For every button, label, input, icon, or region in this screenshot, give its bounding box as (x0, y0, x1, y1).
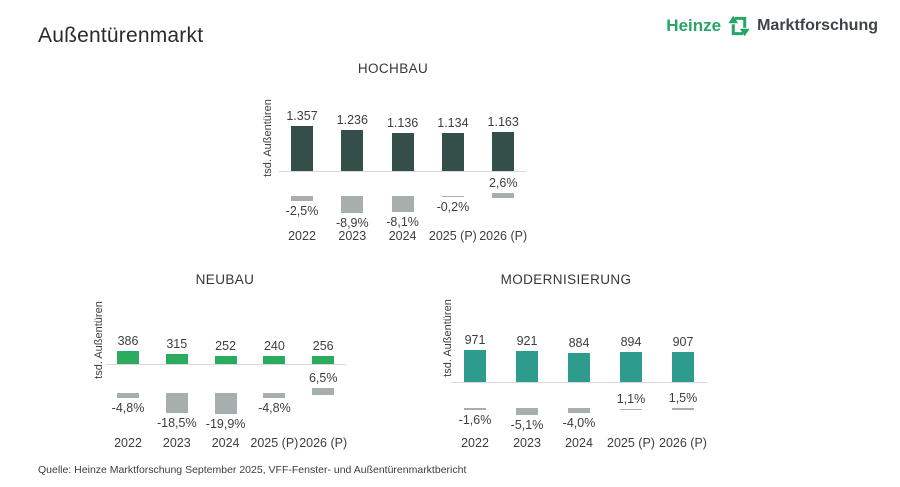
value-label: 252 (215, 338, 237, 353)
change-label: -1,6% (458, 413, 492, 428)
logo-brand-text: Heinze (666, 16, 722, 35)
value-bar (312, 355, 335, 364)
chart-modernisierung: MODERNISIERUNG tsd. Außentüren 971 -1,6% 202… (430, 268, 722, 468)
value-bar (516, 351, 538, 382)
change-label: -8,9% (335, 216, 369, 231)
heinze-logo: Heinze Marktforschung (666, 12, 878, 40)
year-label: 2022 (114, 436, 142, 450)
change-bar (291, 196, 313, 201)
x-axis-line (451, 382, 707, 383)
change-bar (672, 407, 694, 410)
value-label: 315 (166, 336, 188, 351)
change-bar (312, 388, 335, 395)
value-bar (391, 133, 414, 171)
change-bar (117, 393, 139, 399)
change-bar (441, 196, 464, 198)
value-label: 1.357 (286, 108, 318, 123)
value-label: 256 (312, 338, 334, 353)
year-label: 2025 (P) (250, 436, 299, 450)
value-label: 386 (117, 334, 139, 349)
page-title: Außentürenmarkt (38, 24, 204, 47)
change-bar (391, 196, 414, 212)
value-bar (117, 351, 139, 364)
change-bar (165, 393, 188, 413)
value-bar (441, 133, 464, 171)
logo-suffix-text: Marktforschung (757, 17, 878, 34)
value-label: 1.136 (386, 116, 419, 131)
chart-title: HOCHBAU (357, 61, 429, 76)
change-label: 2,6% (488, 175, 518, 190)
year-label: 2024 (565, 436, 593, 450)
change-label: -2,5% (285, 203, 319, 218)
change-bar (620, 408, 642, 410)
change-label: -4,0% (562, 416, 596, 431)
change-label: -4,8% (258, 401, 291, 416)
year-label: 2023 (162, 436, 191, 450)
year-label: 2023 (513, 436, 541, 450)
year-label: 2022 (461, 436, 489, 450)
value-bar (672, 351, 694, 382)
value-label: 884 (568, 335, 590, 350)
change-label: -8,1% (386, 214, 419, 229)
change-label: -18,5% (156, 415, 197, 430)
year-label: 2022 (288, 229, 316, 243)
value-bar (341, 129, 364, 171)
x-axis-line (105, 364, 346, 365)
change-label: -19,9% (205, 417, 246, 432)
change-bar (464, 408, 486, 411)
year-label: 2024 (388, 229, 417, 243)
change-bar (492, 192, 515, 198)
value-label: 1.134 (437, 116, 469, 131)
x-axis-line (278, 171, 527, 172)
value-bar (464, 349, 486, 382)
year-label: 2026 (P) (659, 436, 707, 450)
value-label: 240 (263, 339, 285, 354)
change-label: -5,1% (510, 417, 544, 432)
year-label: 2025 (P) (428, 229, 477, 243)
value-label: 1.163 (487, 115, 519, 130)
value-bar (214, 355, 237, 364)
value-label: 1.236 (336, 112, 368, 127)
value-bar (165, 353, 188, 364)
value-bar (620, 352, 642, 382)
change-label: -0,2% (436, 200, 470, 215)
value-label: 971 (464, 332, 486, 347)
value-bar (263, 356, 286, 364)
change-bar (516, 408, 538, 415)
change-bar (341, 196, 364, 214)
value-label: 894 (620, 335, 642, 350)
change-label: -4,8% (111, 401, 145, 416)
chart-neubau: NEUBAU tsd. Außentüren 386 -4,8% 2022 315 -18,… (83, 268, 375, 468)
change-bar (214, 393, 237, 415)
year-label: 2026 (P) (299, 436, 348, 450)
year-label: 2026 (P) (479, 229, 528, 243)
y-axis-label: tsd. Außentüren (262, 99, 274, 177)
change-label: 6,5% (308, 371, 338, 386)
recycle-arrows-icon (728, 15, 750, 37)
change-bar (568, 408, 590, 414)
chart-hochbau: HOCHBAU tsd. Außentüren 1.357 -2,5% 2022 1.23… (253, 57, 538, 257)
value-bar (291, 125, 313, 171)
year-label: 2023 (338, 229, 367, 243)
source-note: Quelle: Heinze Marktforschung September … (38, 464, 467, 476)
value-bar (492, 132, 515, 171)
year-label: 2024 (211, 436, 240, 450)
value-label: 907 (672, 334, 694, 349)
value-bar (568, 352, 590, 382)
year-label: 2025 (P) (607, 436, 655, 450)
change-bar (263, 393, 286, 399)
chart-title: MODERNISIERUNG (500, 272, 632, 287)
change-label: 1,1% (616, 391, 646, 406)
value-label: 921 (516, 334, 538, 349)
change-label: 1,5% (668, 390, 698, 405)
chart-title: NEUBAU (195, 272, 255, 287)
